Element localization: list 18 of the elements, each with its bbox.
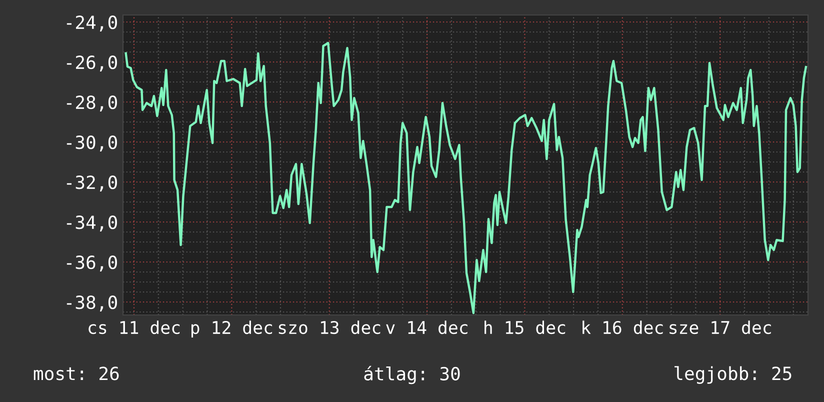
text: legjobb: 25: [674, 366, 792, 384]
x-tick-label: v 14 dec: [386, 320, 468, 334]
y-tick-label: -24,0: [66, 16, 117, 32]
x-tick-label: k 16 dec: [582, 320, 663, 334]
y-tick-label: -30,0: [66, 136, 117, 152]
x-tick-label: sze 17 dec: [670, 320, 771, 334]
x-tick-label: h 15 dec: [484, 320, 566, 334]
x-tick-label: p 12 dec: [191, 320, 272, 338]
y-tick-label: -28,0: [66, 96, 117, 112]
x-tick-label: szo 13 dec: [278, 320, 380, 334]
y-tick-label: -36,0: [66, 256, 117, 272]
y-tick-label: -38,0: [66, 296, 117, 312]
y-tick-label: -26,0: [66, 56, 117, 72]
x-tick-label: cs 11 dec: [88, 320, 180, 334]
y-tick-label: -34,0: [66, 216, 117, 232]
text: átlag: 30: [364, 366, 460, 384]
text: most: 26: [34, 366, 119, 380]
y-tick-label: -32,0: [66, 176, 117, 192]
